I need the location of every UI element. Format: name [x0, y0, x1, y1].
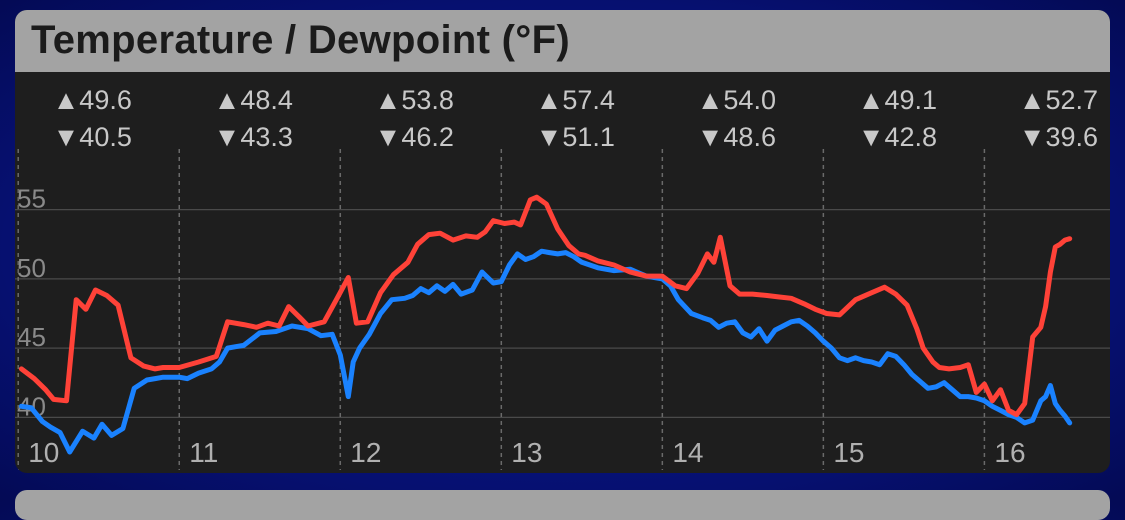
daily-min-label: ▼48.6 — [697, 122, 776, 152]
temperature-line — [18, 194, 1073, 418]
daily-max-label: ▲54.0 — [697, 85, 776, 115]
chart-title: Temperature / Dewpoint (°F) — [31, 18, 570, 62]
daily-max-label: ▲49.1 — [858, 85, 937, 115]
y-tick-label: 50 — [17, 253, 46, 283]
x-tick-label: 12 — [350, 437, 381, 468]
daily-min-label: ▼51.1 — [536, 122, 615, 152]
daily-min-label: ▼40.5 — [53, 122, 132, 152]
chart-card: Temperature / Dewpoint (°F) 40 45 50 55 10 ▲4… — [15, 10, 1110, 473]
daily-min-label: ▼46.2 — [375, 122, 454, 152]
daily-max-label: ▲53.8 — [375, 85, 454, 115]
x-tick-label: 14 — [672, 437, 703, 468]
y-tick-label: 55 — [17, 184, 46, 214]
x-tick-label: 11 — [189, 437, 218, 468]
x-tick-label: 13 — [511, 437, 542, 468]
x-tick-label: 16 — [994, 437, 1025, 468]
card-header: Temperature / Dewpoint (°F) — [15, 10, 1110, 72]
x-tick-label: 15 — [833, 437, 864, 468]
dewpoint-line — [18, 248, 1073, 455]
daily-min-label: ▼43.3 — [214, 122, 293, 152]
daily-min-label: ▼39.6 — [1019, 122, 1098, 152]
daily-min-label: ▼42.8 — [858, 122, 937, 152]
y-tick-label: 45 — [17, 322, 46, 352]
daily-max-label: ▲57.4 — [536, 85, 615, 115]
daily-max-label: ▲49.6 — [53, 85, 132, 115]
x-tick-label: 10 — [28, 437, 59, 468]
daily-max-label: ▲48.4 — [214, 85, 293, 115]
temperature-dewpoint-chart: 4045505510▲49.6▼40.511▲48.4▼43.312▲53.8▼… — [15, 85, 1110, 470]
next-card-header — [15, 490, 1110, 520]
daily-max-label: ▲52.7 — [1019, 85, 1098, 115]
